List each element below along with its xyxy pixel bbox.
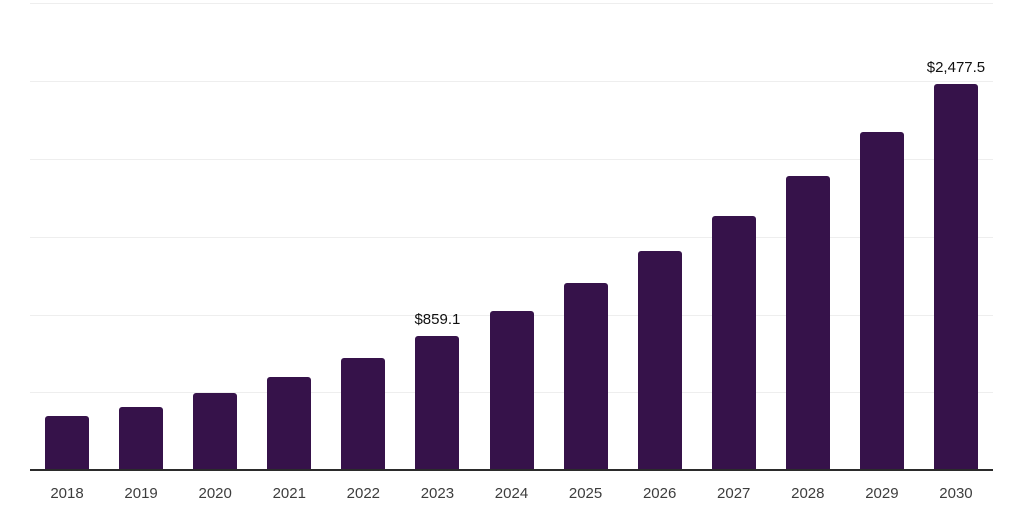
x-tick-label: 2023 <box>420 485 455 502</box>
gridline <box>30 158 993 160</box>
bar-2023 <box>415 336 460 470</box>
x-tick-label: 2028 <box>791 485 825 502</box>
bar-2026 <box>637 251 682 470</box>
x-tick-label: 2022 <box>346 485 381 502</box>
gridline <box>30 81 993 82</box>
x-tick-label: 2018 <box>50 485 84 502</box>
bar-2029 <box>859 132 904 470</box>
x-tick-label: 2025 <box>568 485 603 502</box>
bar-2019 <box>119 406 164 470</box>
bar-2027 <box>711 216 756 470</box>
bar-2018 <box>45 415 90 470</box>
bar-2020 <box>193 392 238 470</box>
x-tick-label: 2020 <box>198 485 232 502</box>
x-tick-label: 2030 <box>939 485 973 502</box>
x-tick-label: 2029 <box>865 485 899 502</box>
gridline <box>30 236 993 238</box>
x-tick-label: 2027 <box>717 485 751 502</box>
data-label-2030: $2,477.5 <box>926 59 986 77</box>
bar-2030 <box>933 84 978 470</box>
bar-2024 <box>489 310 534 470</box>
x-tick-label: 2021 <box>272 485 306 502</box>
bar-2028 <box>785 176 830 470</box>
data-label-2023: $859.1 <box>414 311 461 329</box>
x-tick-label: 2019 <box>124 485 158 502</box>
x-tick-label: 2026 <box>642 485 677 502</box>
bar-2022 <box>341 357 386 470</box>
x-axis-line <box>30 469 993 471</box>
gridline <box>30 3 993 4</box>
bar-2021 <box>267 376 312 470</box>
bar-2025 <box>563 282 608 470</box>
x-tick-label: 2024 <box>494 485 529 502</box>
